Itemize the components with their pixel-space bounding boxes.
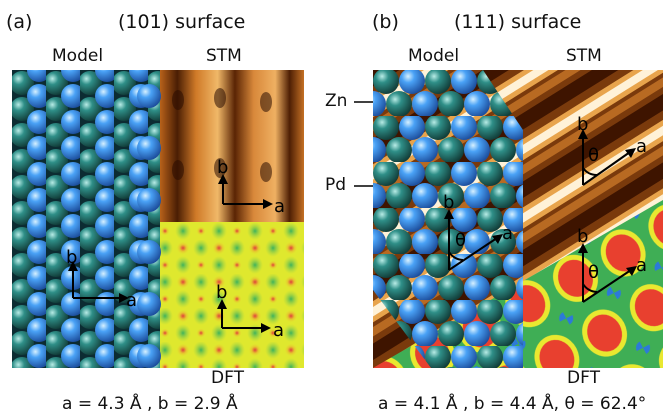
model-axis-a-label: a xyxy=(126,290,137,311)
panel-a-title: (101) surface xyxy=(118,11,246,33)
model-b-axis-a-label: a xyxy=(502,223,513,244)
panel-b-model-label: Model xyxy=(408,46,460,66)
panel-b-lattice-caption: a = 4.1 Å , b = 4.4 Å, θ = 62.4° xyxy=(378,394,647,414)
pd-atom-label: Pd xyxy=(325,175,347,195)
stm-axis-a-label: a xyxy=(274,196,285,217)
stm-b-axis-a-label: a xyxy=(636,136,647,157)
panel-a-label: (a) xyxy=(6,11,33,33)
panel-b-figure: b a θ b a θ b a θ xyxy=(373,70,663,368)
panel-b-dft-label: DFT xyxy=(567,368,600,388)
panel-b-title: (111) surface xyxy=(454,11,582,33)
zn-atom-label: Zn xyxy=(325,91,348,111)
panel-b-stm-label: STM xyxy=(566,46,602,66)
model-b-angle-label: θ xyxy=(455,230,466,251)
stm-b-angle-label: θ xyxy=(588,145,599,166)
panel-a-dft-label: DFT xyxy=(211,368,244,388)
model-axis-b-label: b xyxy=(66,247,77,268)
stm-axis-b-label: b xyxy=(217,157,228,178)
panel-a-model-label: Model xyxy=(52,46,104,66)
dft-b-axis-b-label: b xyxy=(577,226,588,247)
model-axes-a xyxy=(72,268,122,299)
dft-axis-a-label: a xyxy=(273,320,284,341)
model-b-axis-b-label: b xyxy=(443,192,454,213)
panel-a-lattice-caption: a = 4.3 Å , b = 2.9 Å xyxy=(62,394,238,414)
dft-axis-b-label: b xyxy=(216,282,227,303)
dft-b-axis-a-label: a xyxy=(636,255,647,276)
panel-a-figure: b a b a b a xyxy=(12,70,304,368)
panel-b-label: (b) xyxy=(372,11,399,33)
stm-b-axis-b-label: b xyxy=(577,114,588,135)
dft-b-angle-label: θ xyxy=(588,262,599,283)
panel-a-stm-label: STM xyxy=(206,46,242,66)
